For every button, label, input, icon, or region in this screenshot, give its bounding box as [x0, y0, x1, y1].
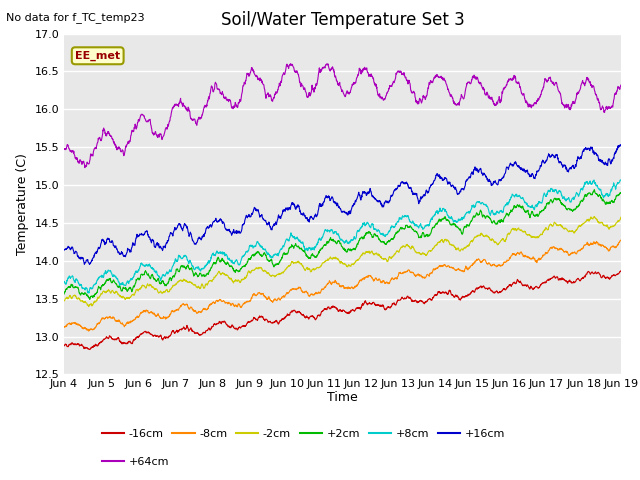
Y-axis label: Temperature (C): Temperature (C) — [16, 153, 29, 255]
Text: No data for f_TC_temp23: No data for f_TC_temp23 — [6, 12, 145, 23]
X-axis label: Time: Time — [327, 391, 358, 404]
Text: EE_met: EE_met — [75, 51, 120, 61]
Legend: +64cm: +64cm — [97, 452, 173, 471]
Title: Soil/Water Temperature Set 3: Soil/Water Temperature Set 3 — [221, 11, 464, 29]
